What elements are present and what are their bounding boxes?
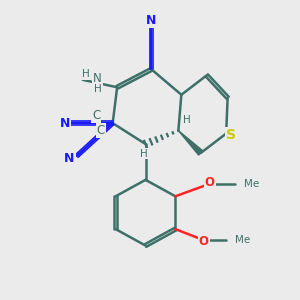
Text: N: N	[60, 117, 70, 130]
Text: O: O	[199, 235, 209, 248]
Text: C: C	[97, 124, 105, 137]
Text: N: N	[64, 152, 75, 166]
Text: Me: Me	[235, 235, 250, 244]
Text: O: O	[205, 176, 215, 189]
Text: S: S	[226, 128, 236, 142]
Text: C: C	[92, 109, 100, 122]
Text: H: H	[82, 69, 90, 79]
Text: Me: Me	[244, 179, 259, 189]
Polygon shape	[178, 130, 203, 155]
Text: N: N	[93, 72, 102, 85]
Text: N: N	[146, 14, 157, 27]
Text: H: H	[184, 115, 191, 125]
Text: H: H	[94, 84, 102, 94]
Text: H: H	[140, 148, 148, 159]
